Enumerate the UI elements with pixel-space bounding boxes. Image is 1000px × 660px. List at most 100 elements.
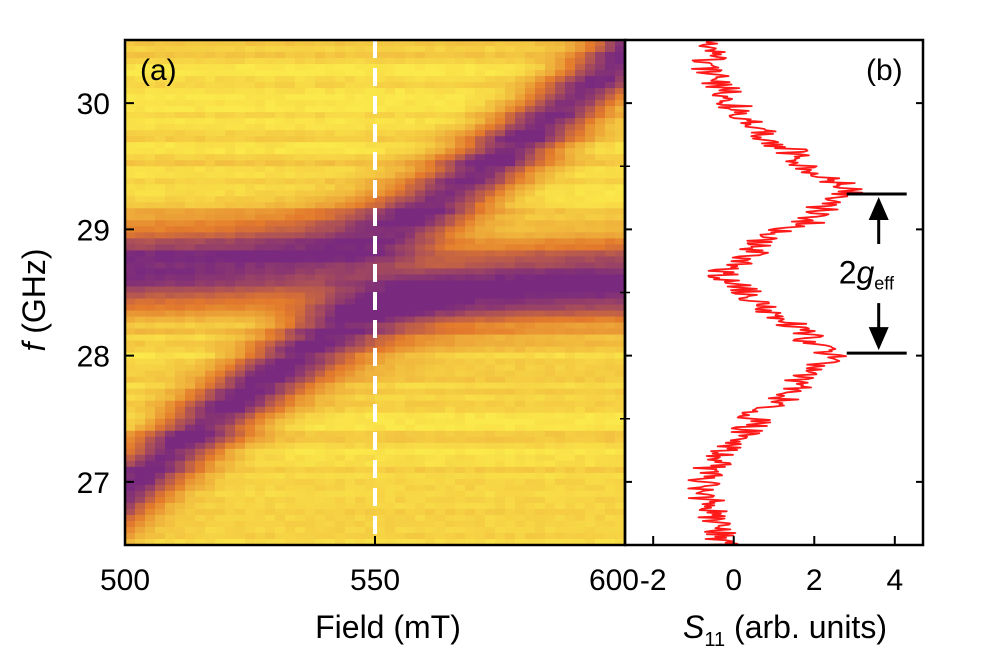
heatmap-cell [445, 502, 456, 510]
heatmap-cell [445, 292, 456, 300]
heatmap-cell [345, 412, 356, 420]
heatmap-cell [155, 268, 166, 276]
heatmap-cell [555, 532, 566, 540]
heatmap-cell [445, 322, 456, 330]
heatmap-cell [465, 334, 476, 342]
heatmap-cell [595, 406, 606, 414]
heatmap-cell [585, 214, 596, 221]
heatmap-cell [585, 436, 596, 444]
heatmap-cell [205, 226, 216, 233]
heatmap-cell [395, 310, 406, 318]
heatmap-cell [605, 220, 616, 227]
heatmap-cell [555, 424, 566, 432]
heatmap-cell [135, 340, 146, 348]
heatmap-cell [405, 226, 416, 233]
heatmap-cell [325, 520, 336, 528]
heatmap-cell [365, 100, 376, 107]
heatmap-cell [125, 382, 136, 390]
heatmap-cell [425, 298, 436, 306]
heatmap-cell [405, 124, 416, 131]
heatmap-cell [425, 280, 436, 288]
heatmap-cell [155, 136, 166, 143]
heatmap-cell [315, 184, 326, 191]
heatmap-cell [255, 172, 266, 179]
heatmap-cell [475, 76, 486, 83]
heatmap-cell [215, 88, 226, 95]
heatmap-cell [385, 40, 396, 47]
heatmap-cell [445, 346, 456, 354]
heatmap-cell [215, 340, 226, 348]
heatmap-cell [175, 184, 186, 191]
annotation-label: 2geff [839, 255, 895, 294]
heatmap-cell [525, 448, 536, 456]
heatmap-cell [415, 64, 426, 71]
heatmap-cell [195, 412, 206, 420]
heatmap-cell [605, 232, 616, 239]
heatmap-cell [125, 430, 136, 438]
heatmap-cell [505, 328, 516, 336]
heatmap-cell [565, 418, 576, 426]
heatmap-cell [365, 310, 376, 318]
heatmap-cell [615, 502, 625, 510]
heatmap-cell [485, 496, 496, 504]
heatmap-cell [465, 526, 476, 534]
heatmap-cell [195, 88, 206, 95]
heatmap-cell [475, 226, 486, 233]
heatmap-cell [325, 196, 336, 203]
heatmap-cell [435, 364, 446, 372]
heatmap-cell [475, 370, 486, 378]
heatmap-cell [265, 142, 276, 149]
heatmap-cell [395, 358, 406, 366]
heatmap-cell [155, 310, 166, 318]
heatmap-cell [535, 202, 546, 209]
heatmap-cell [245, 232, 256, 239]
heatmap-cell [485, 76, 496, 83]
heatmap-cell [455, 52, 466, 59]
heatmap-cell [225, 232, 236, 239]
heatmap-cell [505, 448, 516, 456]
heatmap-cell [525, 358, 536, 366]
heatmap-cell [535, 88, 546, 95]
heatmap-cell [445, 454, 456, 462]
heatmap-cell [365, 298, 376, 306]
heatmap-cell [295, 382, 306, 390]
heatmap-cell [445, 412, 456, 420]
heatmap-cell [415, 148, 426, 155]
heatmap-cell [425, 226, 436, 233]
heatmap-cell [565, 214, 576, 221]
heatmap-cell [205, 70, 216, 77]
heatmap-cell [385, 280, 396, 288]
heatmap-cell [595, 298, 606, 306]
heatmap-cell [145, 154, 156, 161]
heatmap-cell [255, 388, 266, 396]
heatmap-cell [425, 502, 436, 510]
heatmap-cell [365, 352, 376, 360]
heatmap-cell [615, 106, 625, 113]
heatmap-cell [615, 292, 625, 300]
heatmap-cell [475, 430, 486, 438]
heatmap-cell [245, 460, 256, 468]
heatmap-cell [435, 514, 446, 522]
heatmap-cell [225, 196, 236, 203]
panel-b-x-axis-title: S11 (arb. units) [683, 609, 887, 651]
heatmap-cell [315, 148, 326, 155]
heatmap-cell [535, 310, 546, 318]
heatmap-cell [325, 202, 336, 209]
heatmap-cell [255, 496, 266, 504]
heatmap-cell [365, 490, 376, 498]
heatmap-cell [215, 466, 226, 474]
heatmap-cell [455, 466, 466, 474]
heatmap-cell [575, 430, 586, 438]
heatmap-cell [235, 190, 246, 197]
heatmap-cell [425, 364, 436, 372]
heatmap-cell [205, 160, 216, 167]
heatmap-cell [165, 244, 176, 252]
heatmap-cell [275, 226, 286, 233]
heatmap-cell [285, 454, 296, 462]
heatmap-cell [225, 298, 236, 306]
heatmap-cell [235, 52, 246, 59]
heatmap-cell [495, 370, 506, 378]
heatmap-cell [565, 370, 576, 378]
heatmap-cell [405, 40, 416, 47]
heatmap-cell [475, 172, 486, 179]
